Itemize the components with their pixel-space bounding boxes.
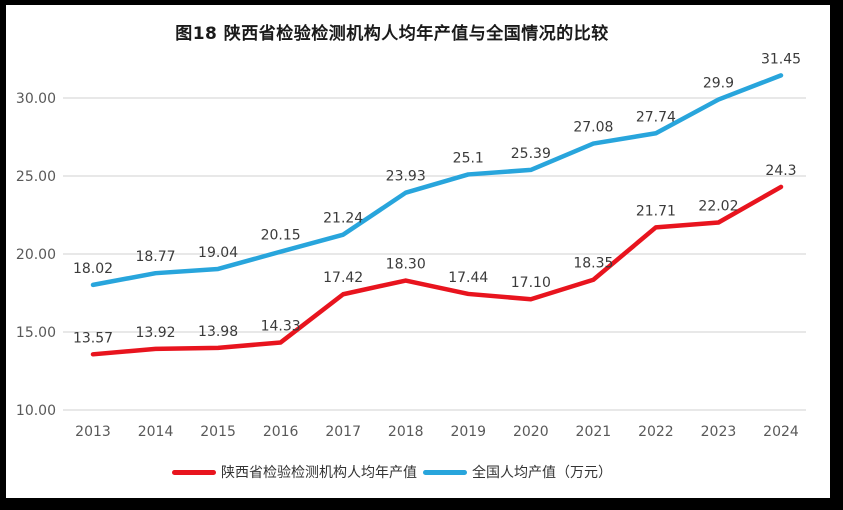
x-tick-label: 2023	[701, 424, 737, 440]
legend-label-national: 全国人均产值（万元）	[472, 465, 612, 481]
x-tick-label: 2013	[75, 424, 111, 440]
x-tick-label: 2019	[450, 424, 486, 440]
y-tick-label: 10.00	[16, 403, 56, 419]
shaanxi-line-swatch-icon	[172, 469, 216, 475]
legend-label-shaanxi: 陕西省检验检测机构人均年产值	[221, 465, 417, 481]
data-label-national: 23.93	[386, 169, 426, 185]
data-label-shaanxi: 13.98	[198, 324, 238, 340]
x-tick-label: 2024	[763, 424, 799, 440]
y-tick-label: 20.00	[16, 247, 56, 263]
data-label-national: 29.9	[703, 76, 734, 92]
data-label-national: 18.02	[73, 261, 113, 277]
legend: 陕西省检验检测机构人均年产值 全国人均产值（万元）	[6, 462, 830, 482]
x-tick-label: 2016	[263, 424, 299, 440]
data-label-shaanxi: 21.71	[636, 203, 676, 219]
series-line-shaanxi	[90, 184, 784, 357]
chart-title: 图18 陕西省检验检测机构人均年产值与全国情况的比较	[175, 24, 609, 44]
data-label-shaanxi: 14.33	[261, 318, 301, 334]
data-label-national: 27.74	[636, 109, 676, 125]
y-tick-label: 15.00	[16, 325, 56, 341]
data-label-shaanxi: 18.30	[386, 257, 426, 273]
legend-item-shaanxi: 陕西省检验检测机构人均年产值	[172, 462, 417, 482]
x-tick-label: 2021	[576, 424, 612, 440]
x-tick-label: 2014	[138, 424, 174, 440]
legend-item-national: 全国人均产值（万元）	[423, 462, 612, 482]
data-label-shaanxi: 17.10	[511, 275, 551, 291]
national-line-swatch-icon	[423, 469, 467, 475]
x-tick-label: 2022	[638, 424, 674, 440]
data-label-national: 25.39	[511, 146, 551, 162]
data-label-shaanxi: 18.35	[573, 256, 613, 272]
x-tick-label: 2018	[388, 424, 424, 440]
data-label-national: 27.08	[573, 120, 613, 136]
series-line-national	[90, 73, 784, 288]
data-label-national: 18.77	[135, 249, 175, 265]
chart-area: 10.00 15.00 20.00 25.00 30.00 2013 2014 2015 201…	[6, 5, 830, 498]
chart-canvas: 10.00 15.00 20.00 25.00 30.00 2013 2014 2015 201…	[16, 51, 806, 440]
data-label-shaanxi: 13.57	[73, 330, 113, 346]
x-tick-label: 2020	[513, 424, 549, 440]
x-tick-label: 2015	[200, 424, 236, 440]
data-label-national: 21.24	[323, 211, 363, 227]
data-label-shaanxi: 24.3	[765, 163, 796, 179]
data-label-shaanxi: 17.42	[323, 270, 363, 286]
data-label-national: 19.04	[198, 245, 238, 261]
data-label-shaanxi: 13.92	[135, 325, 175, 341]
x-tick-label: 2017	[325, 424, 361, 440]
y-tick-label: 25.00	[16, 169, 56, 185]
data-label-shaanxi: 22.02	[698, 198, 738, 214]
data-label-shaanxi: 17.44	[448, 270, 488, 286]
data-label-national: 25.1	[453, 150, 484, 166]
y-tick-label: 30.00	[16, 91, 56, 107]
data-label-national: 31.45	[761, 51, 801, 67]
data-label-national: 20.15	[261, 228, 301, 244]
